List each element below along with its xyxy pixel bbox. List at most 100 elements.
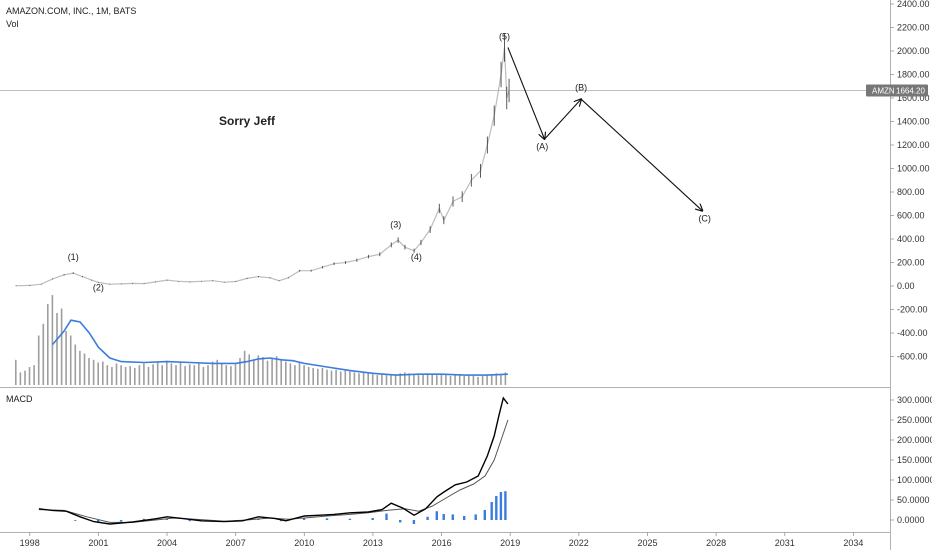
volume-bar xyxy=(106,365,109,385)
volume-bar xyxy=(317,368,319,385)
volume-bar xyxy=(394,374,397,385)
macd-histogram-bar xyxy=(97,520,100,523)
volume-bar xyxy=(440,374,443,385)
macd-histogram-bar xyxy=(412,520,416,524)
volume-bar xyxy=(138,365,141,385)
volume-bar xyxy=(248,354,250,385)
price-axis-tick: 2000.00 xyxy=(897,46,930,56)
volume-bar xyxy=(504,372,507,385)
price-axis-tick: 800.00 xyxy=(897,187,925,197)
volume-bar xyxy=(285,361,287,385)
volume-bar xyxy=(481,376,484,385)
volume-bar xyxy=(358,373,360,385)
volume-bar xyxy=(115,363,118,385)
badge-value: 1664.20 xyxy=(896,87,925,96)
macd-pane-label: MACD xyxy=(6,394,33,404)
volume-bar xyxy=(88,358,90,385)
volume-bar xyxy=(65,331,67,385)
volume-bar xyxy=(15,359,17,385)
volume-bar xyxy=(339,371,342,385)
volume-bar xyxy=(69,335,72,385)
volume-bar xyxy=(408,373,411,385)
volume-bar xyxy=(454,375,456,385)
wave-label: (2) xyxy=(93,283,104,293)
volume-bar xyxy=(486,375,488,385)
volume-bar xyxy=(266,360,269,385)
price-axis-tick: 2400.00 xyxy=(897,0,930,9)
volume-bar xyxy=(422,374,424,385)
volume-bar xyxy=(243,350,246,385)
macd-histogram-bar xyxy=(142,518,146,520)
volume-bar xyxy=(344,370,347,385)
volume-bar xyxy=(220,363,223,385)
volume-bar xyxy=(207,365,209,385)
volume-bar xyxy=(349,371,351,385)
volume-bar xyxy=(335,369,337,385)
volume-bar xyxy=(330,370,333,385)
macd-histogram-bar xyxy=(451,514,454,520)
volume-bar xyxy=(175,365,177,385)
volume-bar xyxy=(362,372,365,385)
volume-bar xyxy=(179,362,182,385)
macd-axis-tick: 250.0000 xyxy=(897,415,932,425)
price-series-line xyxy=(15,47,510,287)
macd-histogram-bar xyxy=(74,520,77,521)
wave-label: (5) xyxy=(499,31,510,41)
volume-bar xyxy=(83,353,86,385)
wave-projection-arrow xyxy=(507,47,545,139)
volume-bar xyxy=(225,365,228,385)
volume-bar xyxy=(166,360,168,385)
volume-bar xyxy=(198,363,200,385)
time-axis-tick: 2004 xyxy=(157,538,177,548)
macd-line xyxy=(38,396,509,525)
volume-bar xyxy=(156,361,159,385)
volume-bar xyxy=(271,358,273,385)
time-axis-tick: 2028 xyxy=(706,538,726,548)
price-axis-tick: 1400.00 xyxy=(897,117,930,127)
price-pane[interactable] xyxy=(0,0,890,387)
volume-bar xyxy=(193,365,196,385)
macd-histogram-bar xyxy=(435,511,438,520)
volume-bar xyxy=(19,372,22,385)
price-axis-tick: 2200.00 xyxy=(897,23,930,33)
price-axis-tick: 400.00 xyxy=(897,234,925,244)
time-axis-tick: 2013 xyxy=(363,538,383,548)
volume-bar xyxy=(42,323,45,385)
volume-bar xyxy=(24,370,26,385)
macd-histogram-bar xyxy=(399,520,402,523)
macd-histogram-bar xyxy=(165,518,168,520)
volume-bar xyxy=(468,375,470,385)
volume-bar xyxy=(124,367,127,385)
volume-bar xyxy=(449,376,452,385)
macd-axis-tick: 200.0000 xyxy=(897,435,932,445)
volume-bar xyxy=(458,374,461,385)
volume-bar xyxy=(399,373,401,385)
volume-bar xyxy=(120,365,122,385)
volume-bar xyxy=(147,367,150,385)
volume-bar xyxy=(431,374,433,385)
price-axis-tick: -400.00 xyxy=(897,328,928,338)
volume-bar xyxy=(253,359,255,385)
time-axis-tick: 2016 xyxy=(432,538,452,548)
volume-bar xyxy=(289,363,292,385)
macd-pane[interactable] xyxy=(0,388,890,532)
macd-histogram-bar xyxy=(280,520,283,522)
price-axis-tick: 1000.00 xyxy=(897,164,930,174)
volume-bar xyxy=(51,295,54,385)
volume-bar xyxy=(436,375,438,385)
volume-bar xyxy=(92,359,95,385)
volume-bar xyxy=(490,374,493,385)
macd-axis-tick: 100.0000 xyxy=(897,475,932,485)
volume-bar xyxy=(79,350,81,385)
price-axis-tick: -600.00 xyxy=(897,352,928,362)
macd-axis-tick: 300.0000 xyxy=(897,395,932,405)
volume-bar xyxy=(230,366,232,385)
price-axis-tick: 600.00 xyxy=(897,211,925,221)
volume-bar xyxy=(426,373,429,385)
macd-histogram-bar xyxy=(504,491,507,520)
volume-bar xyxy=(262,357,264,385)
volume-bar xyxy=(202,367,205,385)
volume-bar xyxy=(184,366,186,385)
macd-histogram-bar xyxy=(188,520,191,522)
